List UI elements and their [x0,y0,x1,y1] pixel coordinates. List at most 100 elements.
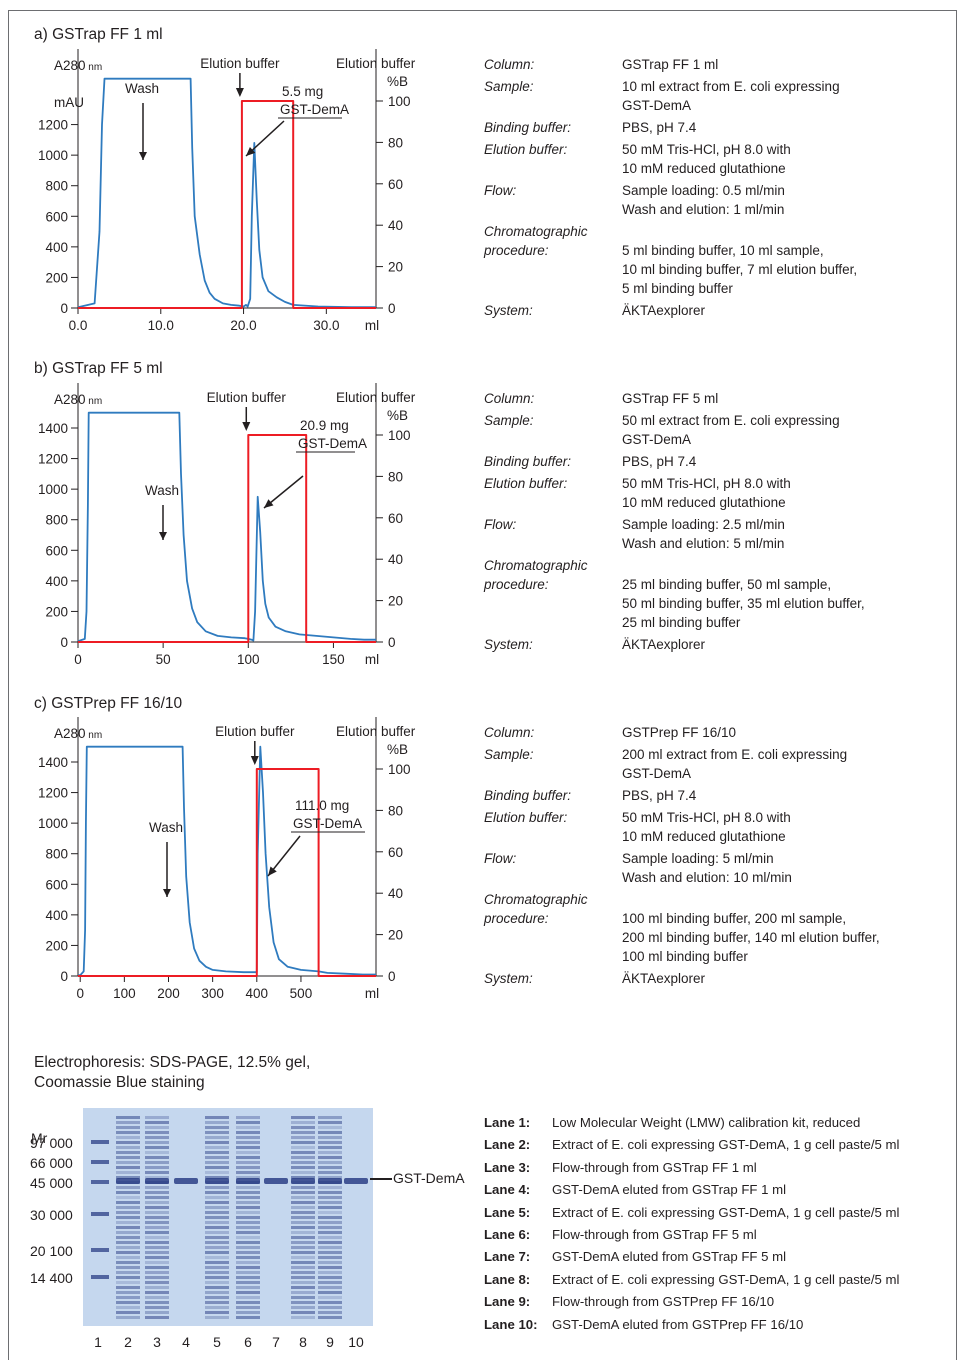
ladder-band [91,1275,109,1279]
info-value: ÄKTAexplorer [622,971,706,986]
smear-band [236,1206,260,1209]
smear-band [205,1191,229,1194]
lane-key: Lane 9: [484,1294,531,1310]
lane-number: 5 [213,1334,221,1350]
y-right-tick-label: 60 [388,511,403,526]
lane-key: Lane 8: [484,1271,531,1287]
lane-legend-row: Lane 5: Extract of E. coli expressing GST… [484,1202,899,1224]
smear-band [291,1306,315,1309]
info-row: Column: GSTrap FF 5 ml [484,389,954,408]
x-unit-label: ml [365,652,379,667]
smear-band [291,1156,315,1159]
smear-band [116,1266,140,1269]
smear-band [145,1211,169,1214]
smear-band [318,1301,342,1304]
smear-band [236,1176,260,1179]
info-value: GSTrap FF 5 ml [622,391,719,406]
y-left-tick-label: 600 [45,543,68,558]
smear-band [145,1201,169,1204]
y-right-tick-label: 80 [388,469,403,484]
smear-band [291,1256,315,1259]
smear-band [291,1136,315,1139]
smear-band [291,1191,315,1194]
smear-band [318,1201,342,1204]
smear-band [205,1131,229,1134]
smear-band [145,1286,169,1289]
info-row: Sample: 10 ml extract from E. coli expres… [484,77,954,115]
ladder-band [91,1180,109,1184]
smear-band [236,1316,260,1319]
smear-band [318,1141,342,1144]
lane-number: 10 [348,1334,364,1350]
smear-band [318,1156,342,1159]
smear-band [291,1216,315,1219]
smear-band [291,1266,315,1269]
smear-band [116,1316,140,1319]
smear-band [236,1211,260,1214]
elution-arrow-head [250,756,259,765]
smear-band [291,1166,315,1169]
gst-dema-band [116,1178,140,1184]
smear-band [205,1156,229,1159]
smear-band [291,1176,315,1179]
lane-description: Flow-through from GSTrap FF 5 ml [552,1227,757,1243]
x-tick-label: 150 [322,652,345,667]
info-value: Sample loading: 0.5 ml/min Wash and elut… [622,183,785,217]
smear-band [205,1296,229,1299]
info-label: Elution buffer: [484,476,568,491]
elution-buffer-annotation: Elution buffer [200,56,280,71]
info-label: Chromatographic procedure: [484,892,588,926]
smear-band [116,1186,140,1189]
smear-band [145,1266,169,1269]
smear-band [116,1116,140,1119]
y-right-tick-label: 0 [388,301,396,316]
smear-band [205,1316,229,1319]
info-label: Elution buffer: [484,810,568,825]
smear-band [205,1201,229,1204]
lane-number: 3 [153,1334,161,1350]
info-label: Elution buffer: [484,142,568,157]
smear-band [291,1251,315,1254]
info-label: Flow: [484,517,517,532]
gst-dema-band [264,1178,288,1184]
smear-band [205,1176,229,1179]
y-right-tick-label: 100 [388,94,411,109]
lane-legend-row: Lane 6: Flow-through from GSTrap FF 5 ml [484,1224,899,1246]
info-value: PBS, pH 7.4 [622,454,697,469]
smear-band [291,1211,315,1214]
wash-arrow-head [139,152,147,160]
smear-band [205,1166,229,1169]
smear-band [291,1206,315,1209]
smear-band [318,1116,342,1119]
smear-band [145,1221,169,1224]
smear-band [236,1246,260,1249]
smear-band [291,1271,315,1274]
info-label: Column: [484,57,535,72]
smear-band [291,1116,315,1119]
smear-band [236,1116,260,1119]
info-row: Chromatographic procedure: 5 ml binding … [484,222,954,298]
smear-band [145,1126,169,1129]
info-value: 5 ml binding buffer, 10 ml sample, 10 ml… [622,243,858,296]
smear-band [145,1271,169,1274]
info-label: System: [484,303,533,318]
y-left-label-subscript: nm [86,396,103,407]
smear-band [145,1196,169,1199]
smear-band [318,1151,342,1154]
smear-band [291,1131,315,1134]
smear-band [205,1241,229,1244]
smear-band [236,1296,260,1299]
smear-band [116,1191,140,1194]
lane-legend-row: Lane 1: Low Molecular Weight (LMW) calibr… [484,1112,899,1134]
ladder-band [91,1248,109,1252]
wash-arrow-head [163,889,171,897]
smear-band [205,1216,229,1219]
y-right-tick-label: 60 [388,177,403,192]
smear-band [205,1116,229,1119]
smear-band [145,1291,169,1294]
panel-a-title: a) GSTrap FF 1 ml [34,26,163,43]
smear-band [116,1176,140,1179]
smear-band [318,1266,342,1269]
smear-band [236,1306,260,1309]
